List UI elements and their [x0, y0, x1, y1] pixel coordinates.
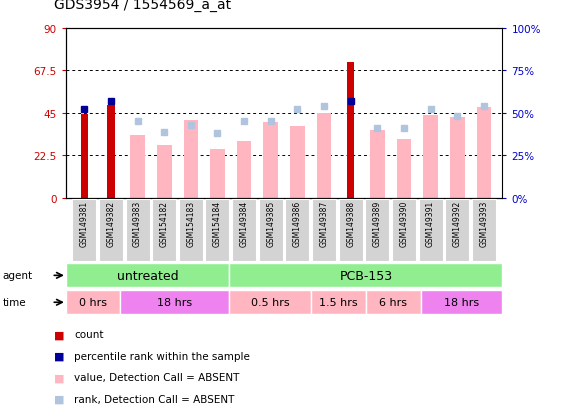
- FancyBboxPatch shape: [66, 290, 120, 315]
- Bar: [263, 123, 278, 198]
- FancyBboxPatch shape: [311, 290, 366, 315]
- Text: time: time: [3, 297, 26, 308]
- FancyBboxPatch shape: [259, 199, 283, 261]
- Text: GSM149385: GSM149385: [266, 200, 275, 246]
- Bar: [477, 108, 491, 198]
- Text: GSM149392: GSM149392: [453, 200, 462, 246]
- FancyBboxPatch shape: [179, 199, 203, 261]
- FancyBboxPatch shape: [206, 199, 230, 261]
- Bar: [107, 106, 115, 198]
- FancyBboxPatch shape: [99, 199, 123, 261]
- Text: count: count: [74, 330, 104, 339]
- FancyBboxPatch shape: [365, 199, 389, 261]
- Bar: [210, 150, 225, 198]
- Text: 0 hrs: 0 hrs: [79, 297, 107, 308]
- Text: GSM149388: GSM149388: [346, 200, 355, 246]
- Bar: [290, 127, 305, 198]
- FancyBboxPatch shape: [230, 263, 502, 288]
- FancyBboxPatch shape: [312, 199, 336, 261]
- Text: percentile rank within the sample: percentile rank within the sample: [74, 351, 250, 361]
- Bar: [423, 116, 438, 198]
- FancyBboxPatch shape: [232, 199, 256, 261]
- FancyBboxPatch shape: [126, 199, 150, 261]
- FancyBboxPatch shape: [286, 199, 309, 261]
- Text: PCB-153: PCB-153: [339, 269, 392, 282]
- Text: GSM149390: GSM149390: [400, 200, 408, 247]
- Text: rank, Detection Call = ABSENT: rank, Detection Call = ABSENT: [74, 394, 235, 404]
- Text: GSM154182: GSM154182: [160, 200, 168, 246]
- FancyBboxPatch shape: [152, 199, 176, 261]
- Text: GSM149384: GSM149384: [240, 200, 248, 246]
- FancyBboxPatch shape: [339, 199, 363, 261]
- Bar: [237, 142, 251, 198]
- Text: GSM149389: GSM149389: [373, 200, 382, 246]
- Text: value, Detection Call = ABSENT: value, Detection Call = ABSENT: [74, 373, 240, 382]
- Text: GSM149383: GSM149383: [133, 200, 142, 246]
- Bar: [397, 140, 411, 198]
- FancyBboxPatch shape: [230, 290, 311, 315]
- Text: 1.5 hrs: 1.5 hrs: [319, 297, 358, 308]
- FancyBboxPatch shape: [366, 290, 421, 315]
- FancyBboxPatch shape: [472, 199, 496, 261]
- FancyBboxPatch shape: [392, 199, 416, 261]
- Text: agent: agent: [3, 271, 33, 281]
- Bar: [317, 114, 331, 198]
- Text: GDS3954 / 1554569_a_at: GDS3954 / 1554569_a_at: [54, 0, 231, 12]
- Text: GSM154183: GSM154183: [186, 200, 195, 246]
- Text: GSM149387: GSM149387: [320, 200, 328, 246]
- FancyBboxPatch shape: [419, 199, 443, 261]
- Text: 18 hrs: 18 hrs: [157, 297, 192, 308]
- Text: ■: ■: [54, 330, 65, 339]
- Text: 18 hrs: 18 hrs: [444, 297, 479, 308]
- Bar: [450, 117, 465, 198]
- FancyBboxPatch shape: [66, 263, 230, 288]
- Text: untreated: untreated: [116, 269, 178, 282]
- Text: GSM149393: GSM149393: [479, 200, 488, 247]
- Bar: [370, 131, 385, 198]
- Text: 0.5 hrs: 0.5 hrs: [251, 297, 289, 308]
- FancyBboxPatch shape: [120, 290, 230, 315]
- Text: GSM154184: GSM154184: [213, 200, 222, 246]
- FancyBboxPatch shape: [445, 199, 469, 261]
- Bar: [81, 114, 88, 198]
- Text: ■: ■: [54, 394, 65, 404]
- FancyBboxPatch shape: [421, 290, 502, 315]
- Text: 6 hrs: 6 hrs: [379, 297, 407, 308]
- Text: GSM149381: GSM149381: [80, 200, 89, 246]
- Text: GSM149386: GSM149386: [293, 200, 302, 246]
- Text: ■: ■: [54, 373, 65, 382]
- Text: GSM149382: GSM149382: [106, 200, 115, 246]
- Bar: [347, 63, 355, 198]
- Bar: [157, 145, 171, 198]
- FancyBboxPatch shape: [73, 199, 96, 261]
- Text: ■: ■: [54, 351, 65, 361]
- Bar: [130, 136, 145, 198]
- Text: GSM149391: GSM149391: [426, 200, 435, 246]
- Bar: [183, 121, 198, 198]
